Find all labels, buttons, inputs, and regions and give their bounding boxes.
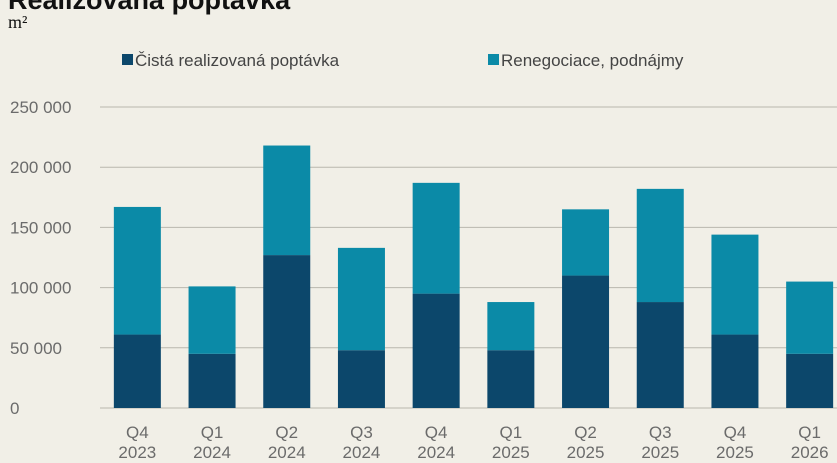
x-tick-label: 2024 <box>343 443 381 462</box>
y-tick-label: 100 000 <box>10 279 71 298</box>
bar-segment <box>562 275 610 408</box>
x-tick-label: Q4 <box>425 423 448 442</box>
bar-segment <box>113 334 161 408</box>
bar-segment <box>337 350 385 408</box>
y-tick-label: 50 000 <box>10 339 62 358</box>
bar-segment <box>786 353 834 408</box>
y-tick-label: 200 000 <box>10 158 71 177</box>
x-tick-label: Q4 <box>724 423 747 442</box>
x-tick-label: Q1 <box>500 423 523 442</box>
bar-segment <box>711 334 759 408</box>
x-tick-label: Q2 <box>275 423 298 442</box>
bar-segment <box>711 234 759 335</box>
y-tick-label: 250 000 <box>10 98 71 117</box>
bar-segment <box>113 206 161 335</box>
x-tick-label: 2023 <box>118 443 156 462</box>
bar-segment <box>263 255 311 408</box>
bar-segment <box>636 302 684 408</box>
x-tick-label: 2025 <box>492 443 530 462</box>
y-tick-label: 0 <box>10 399 19 418</box>
bar-segment <box>412 293 460 408</box>
x-tick-label: Q3 <box>350 423 373 442</box>
bar-segment <box>337 247 385 351</box>
x-tick-label: 2024 <box>417 443 455 462</box>
x-tick-label: Q4 <box>126 423 149 442</box>
y-tick-label: 150 000 <box>10 218 71 237</box>
x-tick-label: Q2 <box>574 423 597 442</box>
legend-swatch <box>488 54 499 65</box>
chart-title: Realizovaná poptávka <box>8 0 291 15</box>
bar-segment <box>263 145 311 256</box>
bar-segment <box>412 182 460 294</box>
x-tick-label: Q3 <box>649 423 672 442</box>
x-tick-label: Q1 <box>798 423 821 442</box>
x-tick-label: 2024 <box>193 443 231 462</box>
bar-segment <box>562 209 610 276</box>
x-tick-label: 2025 <box>641 443 679 462</box>
x-tick-label: 2025 <box>567 443 605 462</box>
x-tick-label: Q1 <box>201 423 224 442</box>
bar-segment <box>636 188 684 303</box>
chart-subtitle: m² <box>8 12 27 32</box>
bar-segment <box>487 350 535 408</box>
bar-segment <box>188 353 236 408</box>
bar-segment <box>786 281 834 354</box>
bar-segment <box>188 286 236 354</box>
x-tick-label: 2026 <box>791 443 829 462</box>
legend-swatch <box>122 54 133 65</box>
legend-label: Čistá realizovaná poptávka <box>135 51 340 70</box>
legend-label: Renegociace, podnájmy <box>501 51 684 70</box>
x-tick-label: 2024 <box>268 443 306 462</box>
x-tick-label: 2025 <box>716 443 754 462</box>
bar-segment <box>487 302 535 351</box>
